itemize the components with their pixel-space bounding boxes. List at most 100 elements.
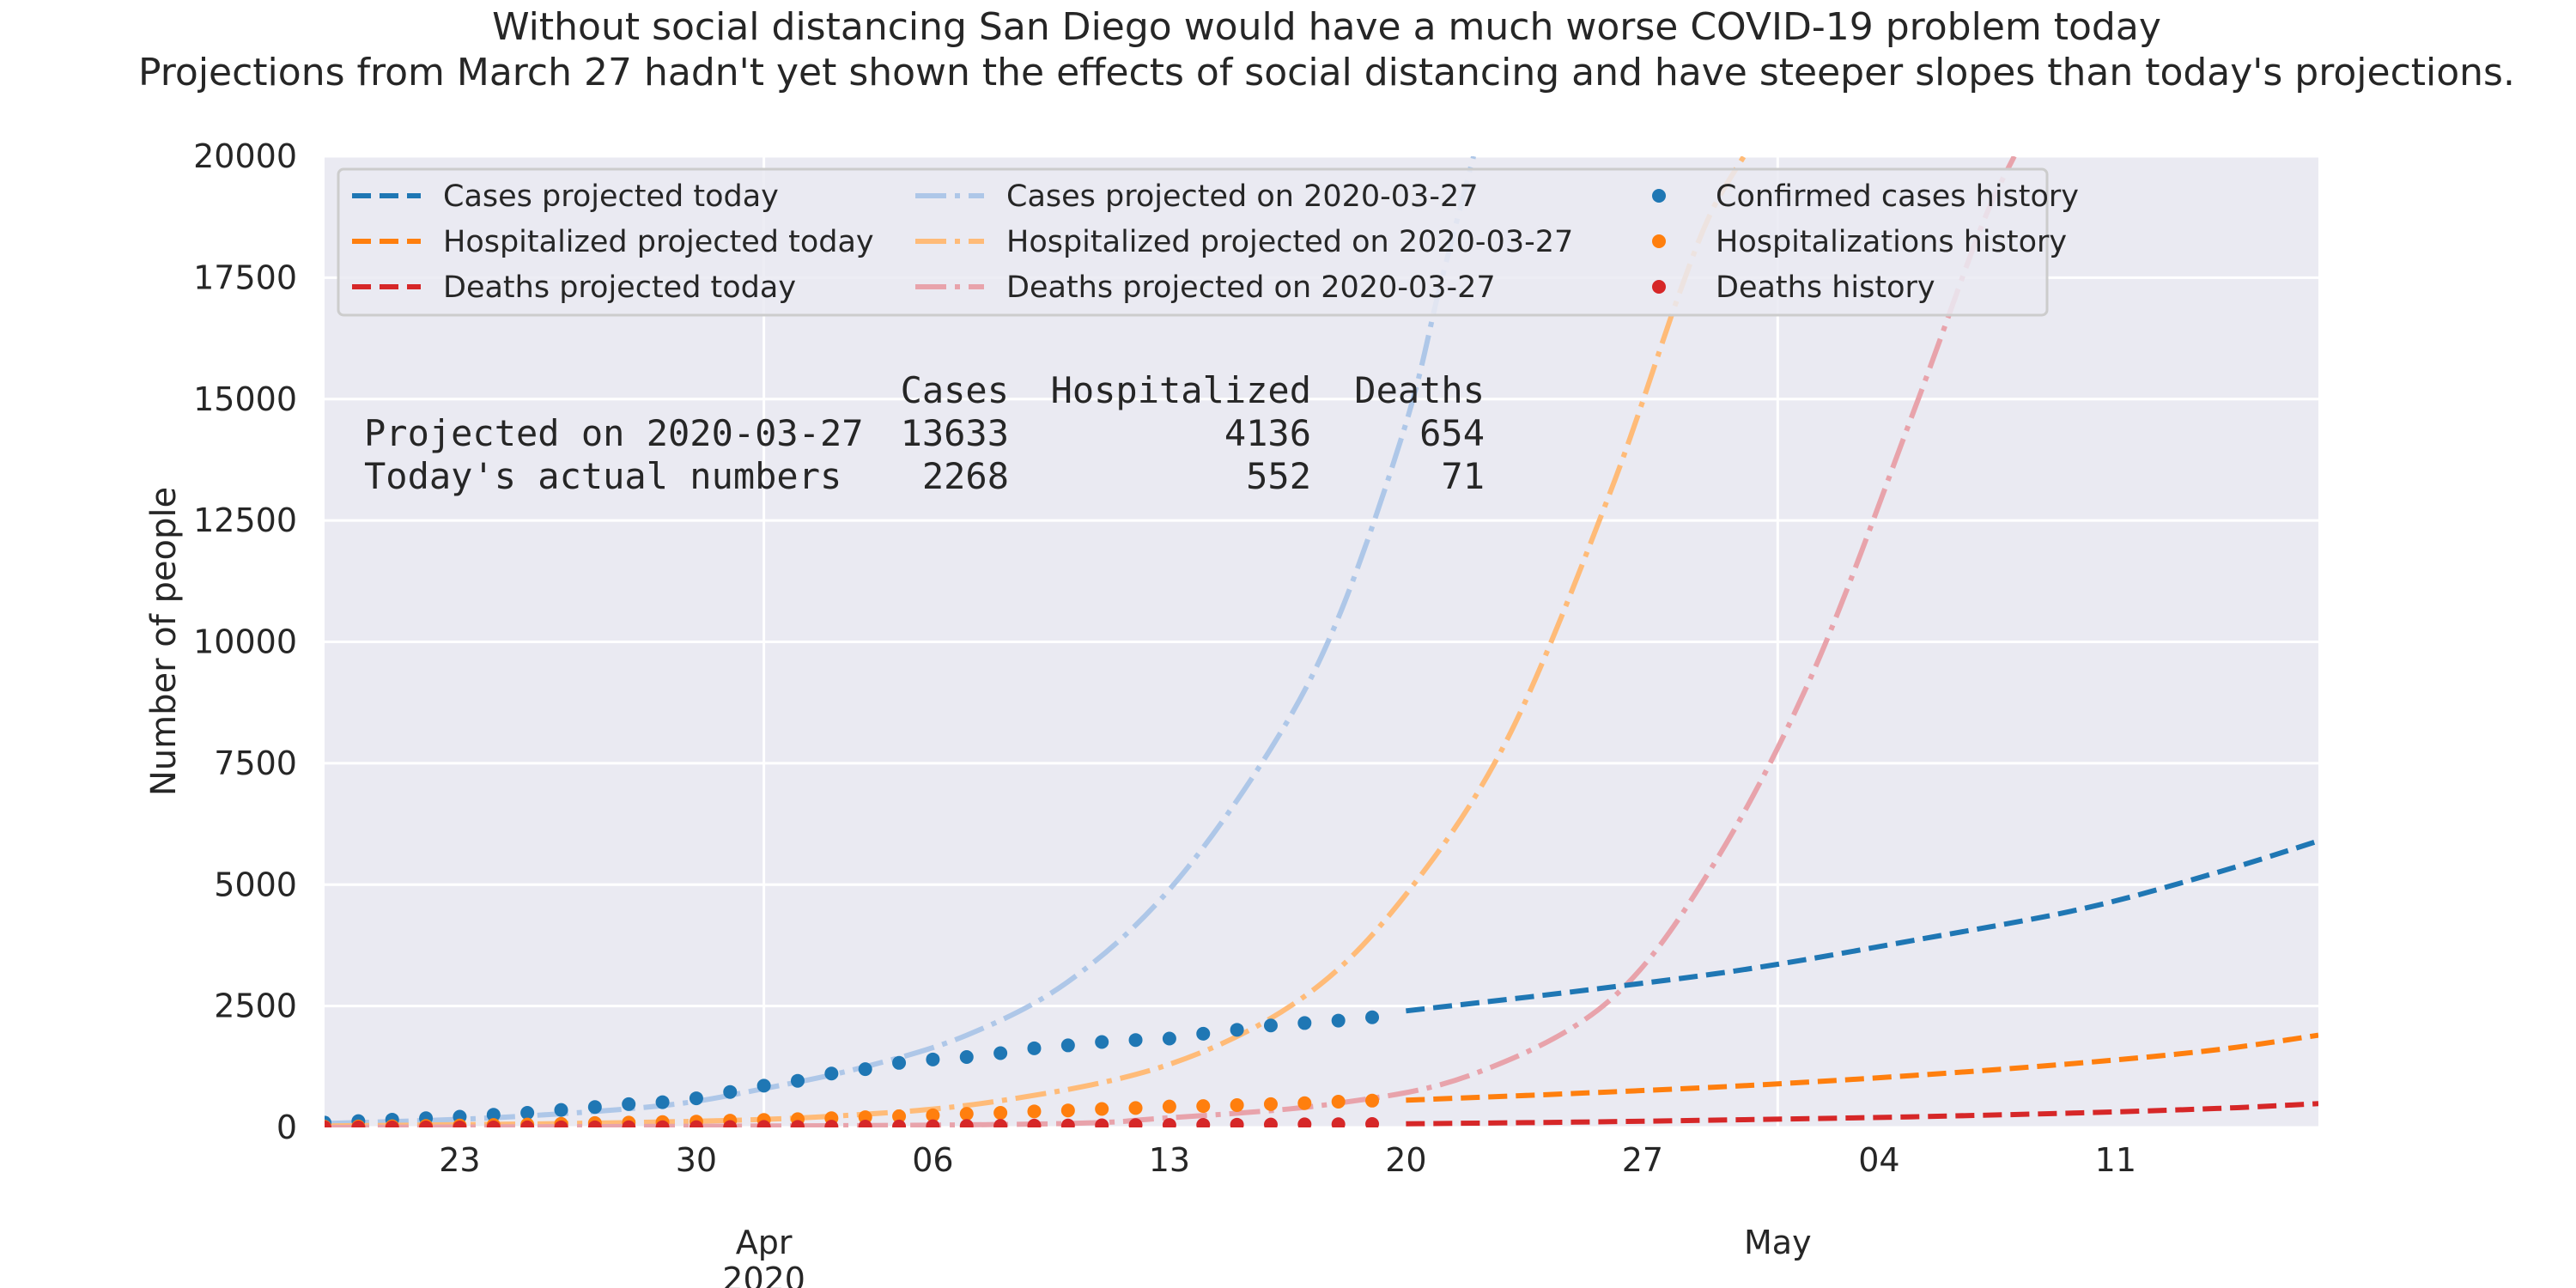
legend-label: Cases projected on 2020-03-27: [1006, 179, 1479, 214]
legend-frame: [337, 167, 2049, 317]
legend-label: Deaths projected today: [443, 270, 796, 305]
deaths-history-point: [520, 1120, 535, 1127]
deaths-history-point: [351, 1121, 366, 1127]
hospitalizations-history-point: [1095, 1102, 1109, 1116]
deaths-history-point: [1297, 1117, 1312, 1127]
deaths-history-point: [1331, 1117, 1346, 1127]
deaths-history-point: [993, 1119, 1008, 1127]
hospitalizations-history-point: [959, 1107, 974, 1121]
deaths-history-point: [325, 1121, 331, 1127]
series-layer: [325, 156, 2318, 1127]
hospitalizations-history-point: [1162, 1099, 1176, 1114]
deaths-history-point: [453, 1120, 467, 1127]
confirmed-cases-history-point: [554, 1103, 568, 1117]
chart-subtitle: Projections from March 27 hadn't yet sho…: [138, 51, 2515, 94]
cases-projected-today-line: [1406, 838, 2318, 1014]
confirmed-cases-history-point: [520, 1106, 535, 1121]
table-row-label: Today's actual numbers: [364, 455, 841, 497]
deaths-history-point: [1230, 1117, 1244, 1127]
deaths-projected-on-2020-03-27-line: [325, 156, 2017, 1127]
confirmed-cases-history-point: [1263, 1018, 1278, 1033]
table-cell: 13633: [901, 412, 1009, 454]
hospitalizations-history-point: [1331, 1095, 1346, 1109]
x-major-tick-label: May: [1744, 1224, 1812, 1261]
hospitalizations-history-point: [1365, 1093, 1380, 1108]
deaths-history-point: [554, 1120, 568, 1127]
hospitalizations-history-point: [993, 1106, 1008, 1121]
deaths-history-point: [1095, 1118, 1109, 1127]
confirmed-cases-history-point: [1027, 1041, 1042, 1055]
hospitalized-projected-today-line: [1406, 1032, 2318, 1103]
deaths-history-point: [790, 1120, 805, 1127]
confirmed-cases-history-point: [1365, 1010, 1380, 1024]
legend-label: Confirmed cases history: [1716, 179, 2079, 214]
deaths-projected-today-line: [1406, 1101, 2318, 1127]
y-tick-label: 17500: [193, 258, 297, 296]
hospitalizations-history-point: [1196, 1099, 1211, 1114]
y-tick-label: 0: [276, 1109, 297, 1146]
deaths-history-point: [1128, 1118, 1143, 1127]
x-tick-label: 06: [912, 1141, 953, 1179]
confirmed-cases-history-point: [1196, 1026, 1211, 1041]
confirmed-cases-history-point: [1230, 1023, 1244, 1037]
deaths-history-point: [587, 1120, 602, 1127]
y-tick-labels: 0 2500 5000 7500 10000 12500 15000 17500 20000: [193, 137, 297, 1146]
legend-label: Deaths history: [1716, 270, 1935, 305]
legend-label: Hospitalizations history: [1716, 225, 2067, 259]
x-tick-label: 04: [1858, 1141, 1899, 1179]
deaths-history-point: [655, 1120, 670, 1127]
confirmed-cases-history-point: [1331, 1013, 1346, 1028]
confirmed-cases-history-point: [1297, 1016, 1312, 1030]
confirmed-cases-history-point: [723, 1084, 738, 1099]
confirmed-cases-history-point: [689, 1091, 703, 1106]
y-tick-label: 5000: [214, 866, 297, 903]
x-tick-label: 13: [1149, 1141, 1190, 1179]
legend-label: Deaths projected on 2020-03-27: [1006, 270, 1496, 305]
confirmed-cases-history-point: [959, 1050, 974, 1065]
x-tick-label: 30: [676, 1141, 717, 1179]
x-tick-label: 23: [439, 1141, 480, 1179]
hospitalizations-history-point: [1297, 1096, 1312, 1110]
chart-title: Without social distancing San Diego woul…: [492, 5, 2161, 49]
legend-label: Hospitalized projected today: [443, 225, 874, 259]
confirmed-cases-history-point: [655, 1095, 670, 1109]
deaths-history-point: [419, 1121, 434, 1127]
table-cell: 4136: [1224, 412, 1311, 454]
deaths-history-point: [858, 1119, 872, 1127]
legend-marker: [1652, 234, 1666, 248]
hospitalizations-history-point: [1230, 1097, 1244, 1112]
legend-marker: [1652, 280, 1666, 294]
table-cell: 71: [1441, 455, 1485, 497]
deaths-history-point: [486, 1120, 501, 1127]
deaths-history-point: [1263, 1117, 1278, 1127]
deaths-history-point: [385, 1121, 399, 1127]
legend: Cases projected today Hospitalized projec…: [337, 167, 2079, 317]
annotation-table: Cases Hospitalized Deaths Projected on 2020…: [364, 369, 1485, 497]
y-tick-label: 7500: [214, 744, 297, 782]
y-axis-label: Number of people: [144, 487, 184, 796]
deaths-history-point: [1162, 1118, 1176, 1127]
x-tick-label: 20: [1385, 1141, 1426, 1179]
confirmed-cases-history-point: [1128, 1033, 1143, 1048]
hospitalizations-history-point: [926, 1108, 940, 1122]
confirmed-cases-history-point: [1095, 1035, 1109, 1049]
deaths-history-point: [1365, 1116, 1380, 1127]
confirmed-cases-history-point: [622, 1097, 636, 1111]
confirmed-cases-history-point: [993, 1046, 1008, 1060]
confirmed-cases-history-point: [790, 1073, 805, 1088]
confirmed-cases-history-point: [858, 1062, 872, 1077]
deaths-history-point: [824, 1120, 839, 1127]
deaths-history-point: [926, 1119, 940, 1127]
confirmed-cases-history-point: [824, 1066, 839, 1081]
hospitalizations-history-point: [1128, 1101, 1143, 1115]
x-year-label: 2020: [722, 1261, 805, 1288]
hospitalizations-history-point: [1263, 1097, 1278, 1111]
y-tick-label: 20000: [193, 137, 297, 175]
deaths-history-point: [1027, 1118, 1042, 1127]
deaths-history-point: [1196, 1118, 1211, 1127]
legend-marker: [1652, 189, 1666, 203]
y-tick-label: 10000: [193, 623, 297, 661]
y-tick-label: 2500: [214, 987, 297, 1025]
